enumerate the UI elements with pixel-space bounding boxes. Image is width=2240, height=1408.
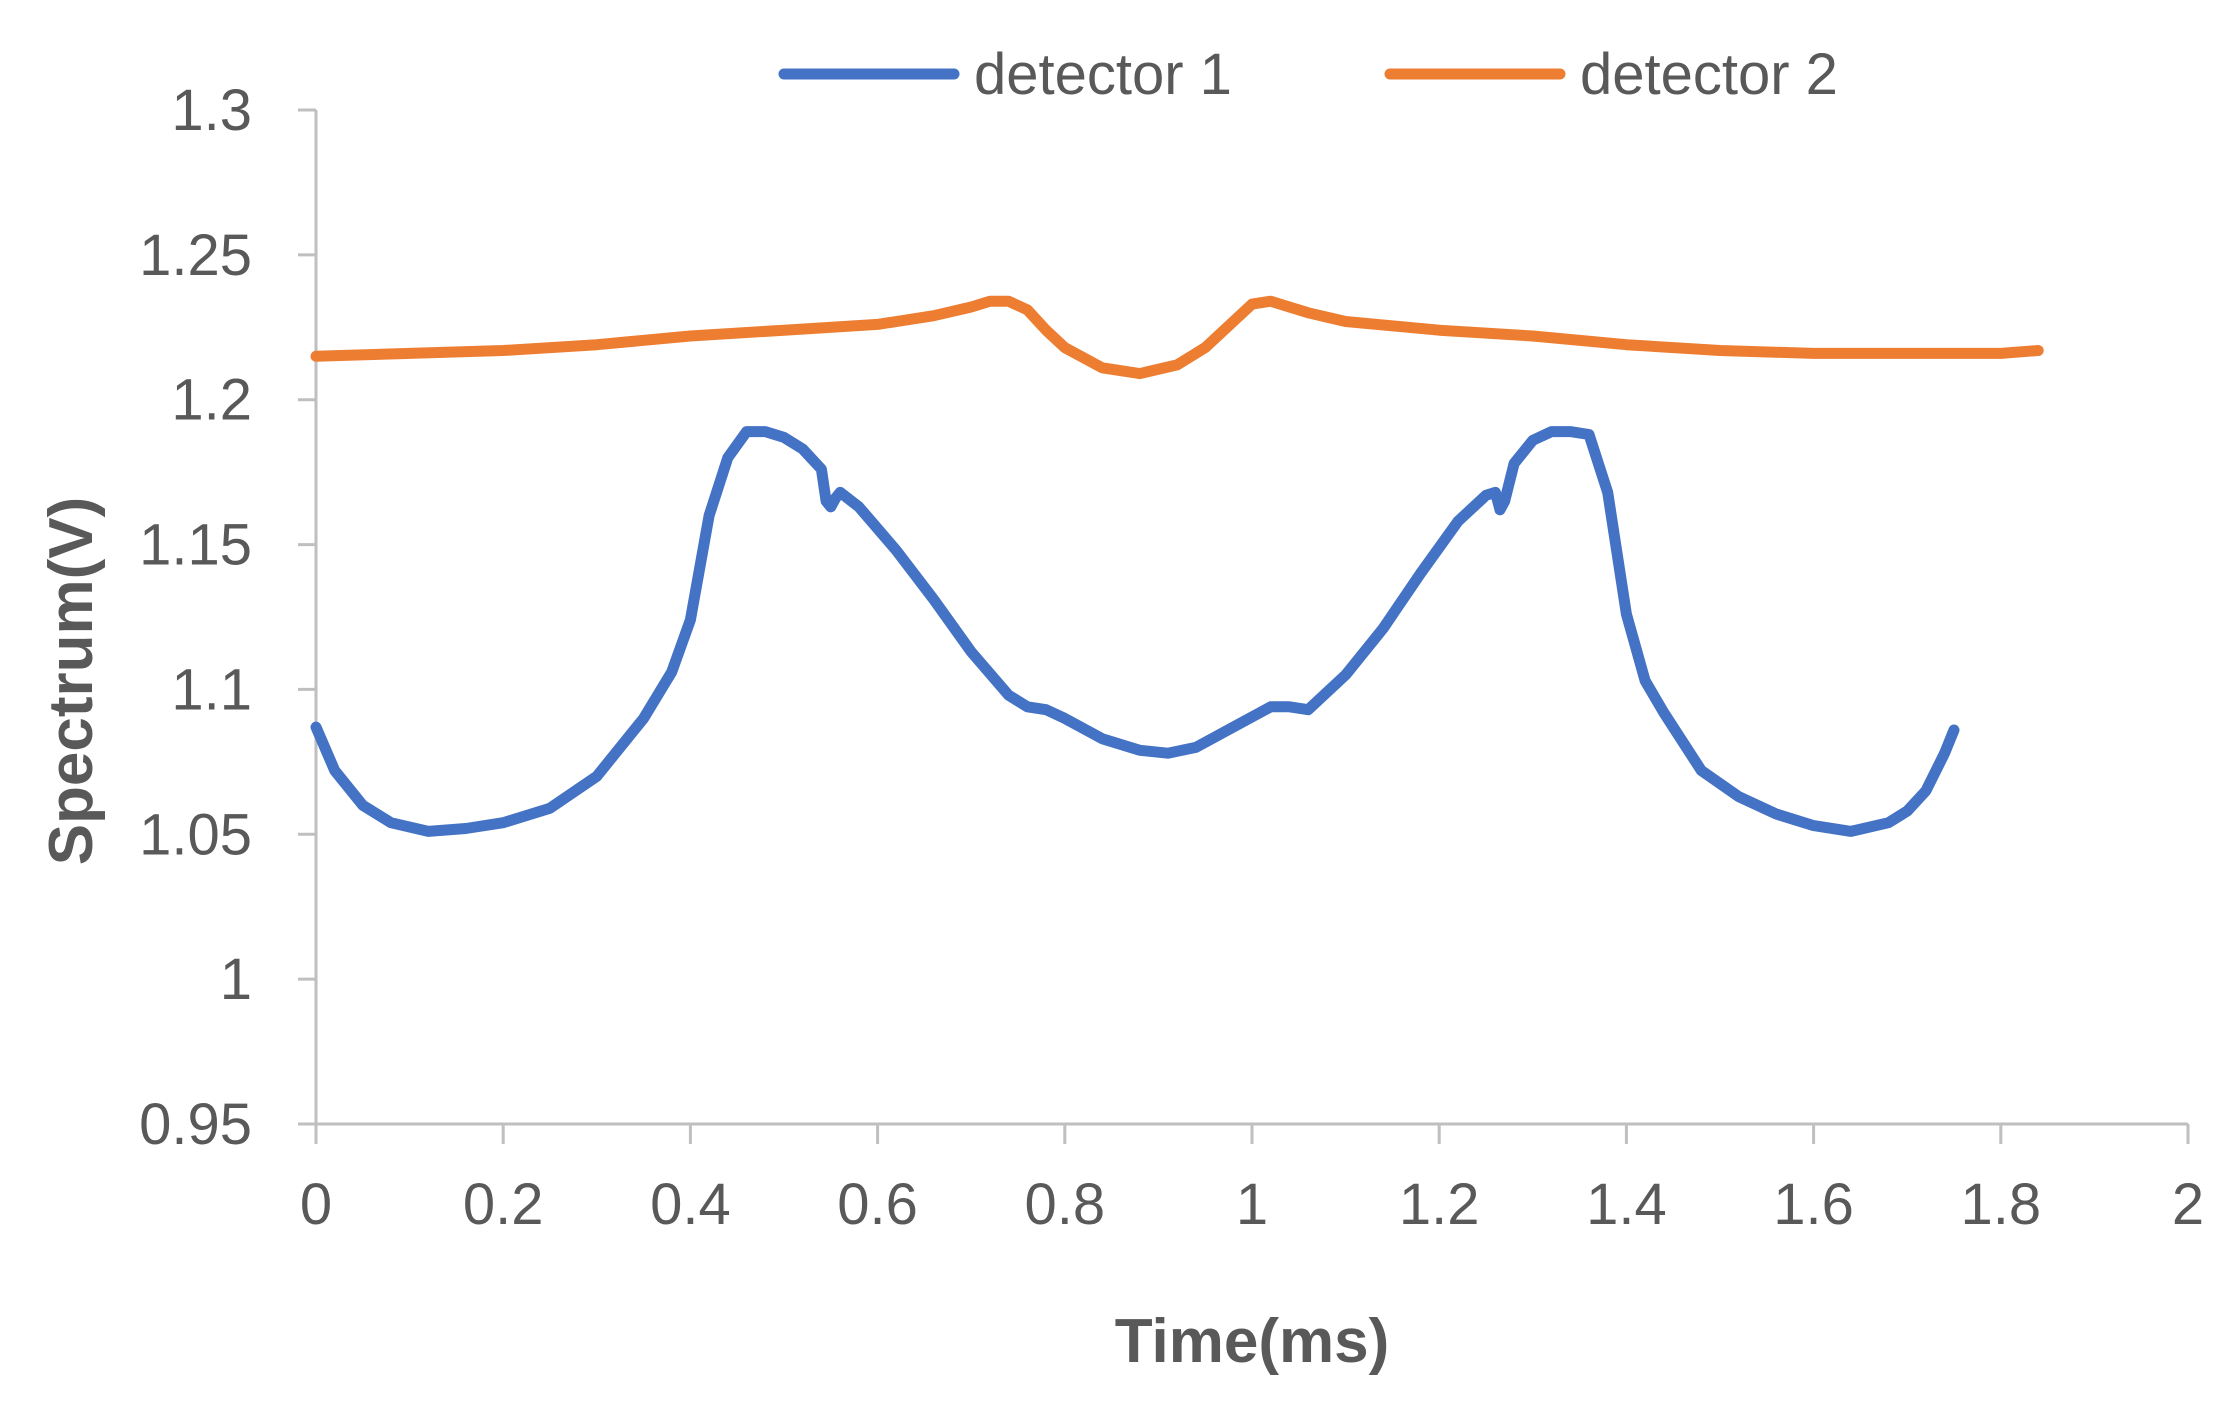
x-tick-label: 0.4 xyxy=(650,1172,731,1237)
y-tick-label: 1.05 xyxy=(139,802,252,867)
axes: 0.95 1 1.05 1.1 1.15 1.2 1.25 1.3 0 0.2 0.4 0.6 0.8 1… xyxy=(139,78,2204,1237)
series-line-2 xyxy=(310,295,2044,380)
legend-label-1: detector 1 xyxy=(974,42,1232,107)
x-tick-label: 0 xyxy=(300,1172,332,1237)
legend: detector 1 detector 2 xyxy=(778,42,1838,107)
y-tick-label: 1 xyxy=(220,947,252,1012)
series-line-1 xyxy=(310,426,1960,837)
x-tick-label: 1.8 xyxy=(1960,1172,2041,1237)
y-tick-label: 1.15 xyxy=(139,513,252,578)
x-tick-label: 2 xyxy=(2172,1172,2204,1237)
x-tick-label: 1.2 xyxy=(1399,1172,1480,1237)
x-tick-label: 1.4 xyxy=(1586,1172,1667,1237)
x-tick-label: 0.6 xyxy=(837,1172,918,1237)
series-lines xyxy=(310,295,2044,837)
x-tick-label: 0.2 xyxy=(463,1172,544,1237)
y-tick-label: 1.2 xyxy=(171,368,252,433)
y-tick-label: 1.25 xyxy=(139,223,252,288)
x-tick-label: 1 xyxy=(1236,1172,1268,1237)
x-axis-title: Time(ms) xyxy=(1115,1307,1390,1376)
x-tick-label: 0.8 xyxy=(1024,1172,1105,1237)
legend-label-2: detector 2 xyxy=(1580,42,1838,107)
y-axis-title: Spectrum(V) xyxy=(37,497,106,866)
y-tick-label: 1.1 xyxy=(171,657,252,722)
x-tick-label: 1.6 xyxy=(1773,1172,1854,1237)
y-tick-label: 1.3 xyxy=(171,78,252,143)
y-tick-label: 0.95 xyxy=(139,1092,252,1157)
